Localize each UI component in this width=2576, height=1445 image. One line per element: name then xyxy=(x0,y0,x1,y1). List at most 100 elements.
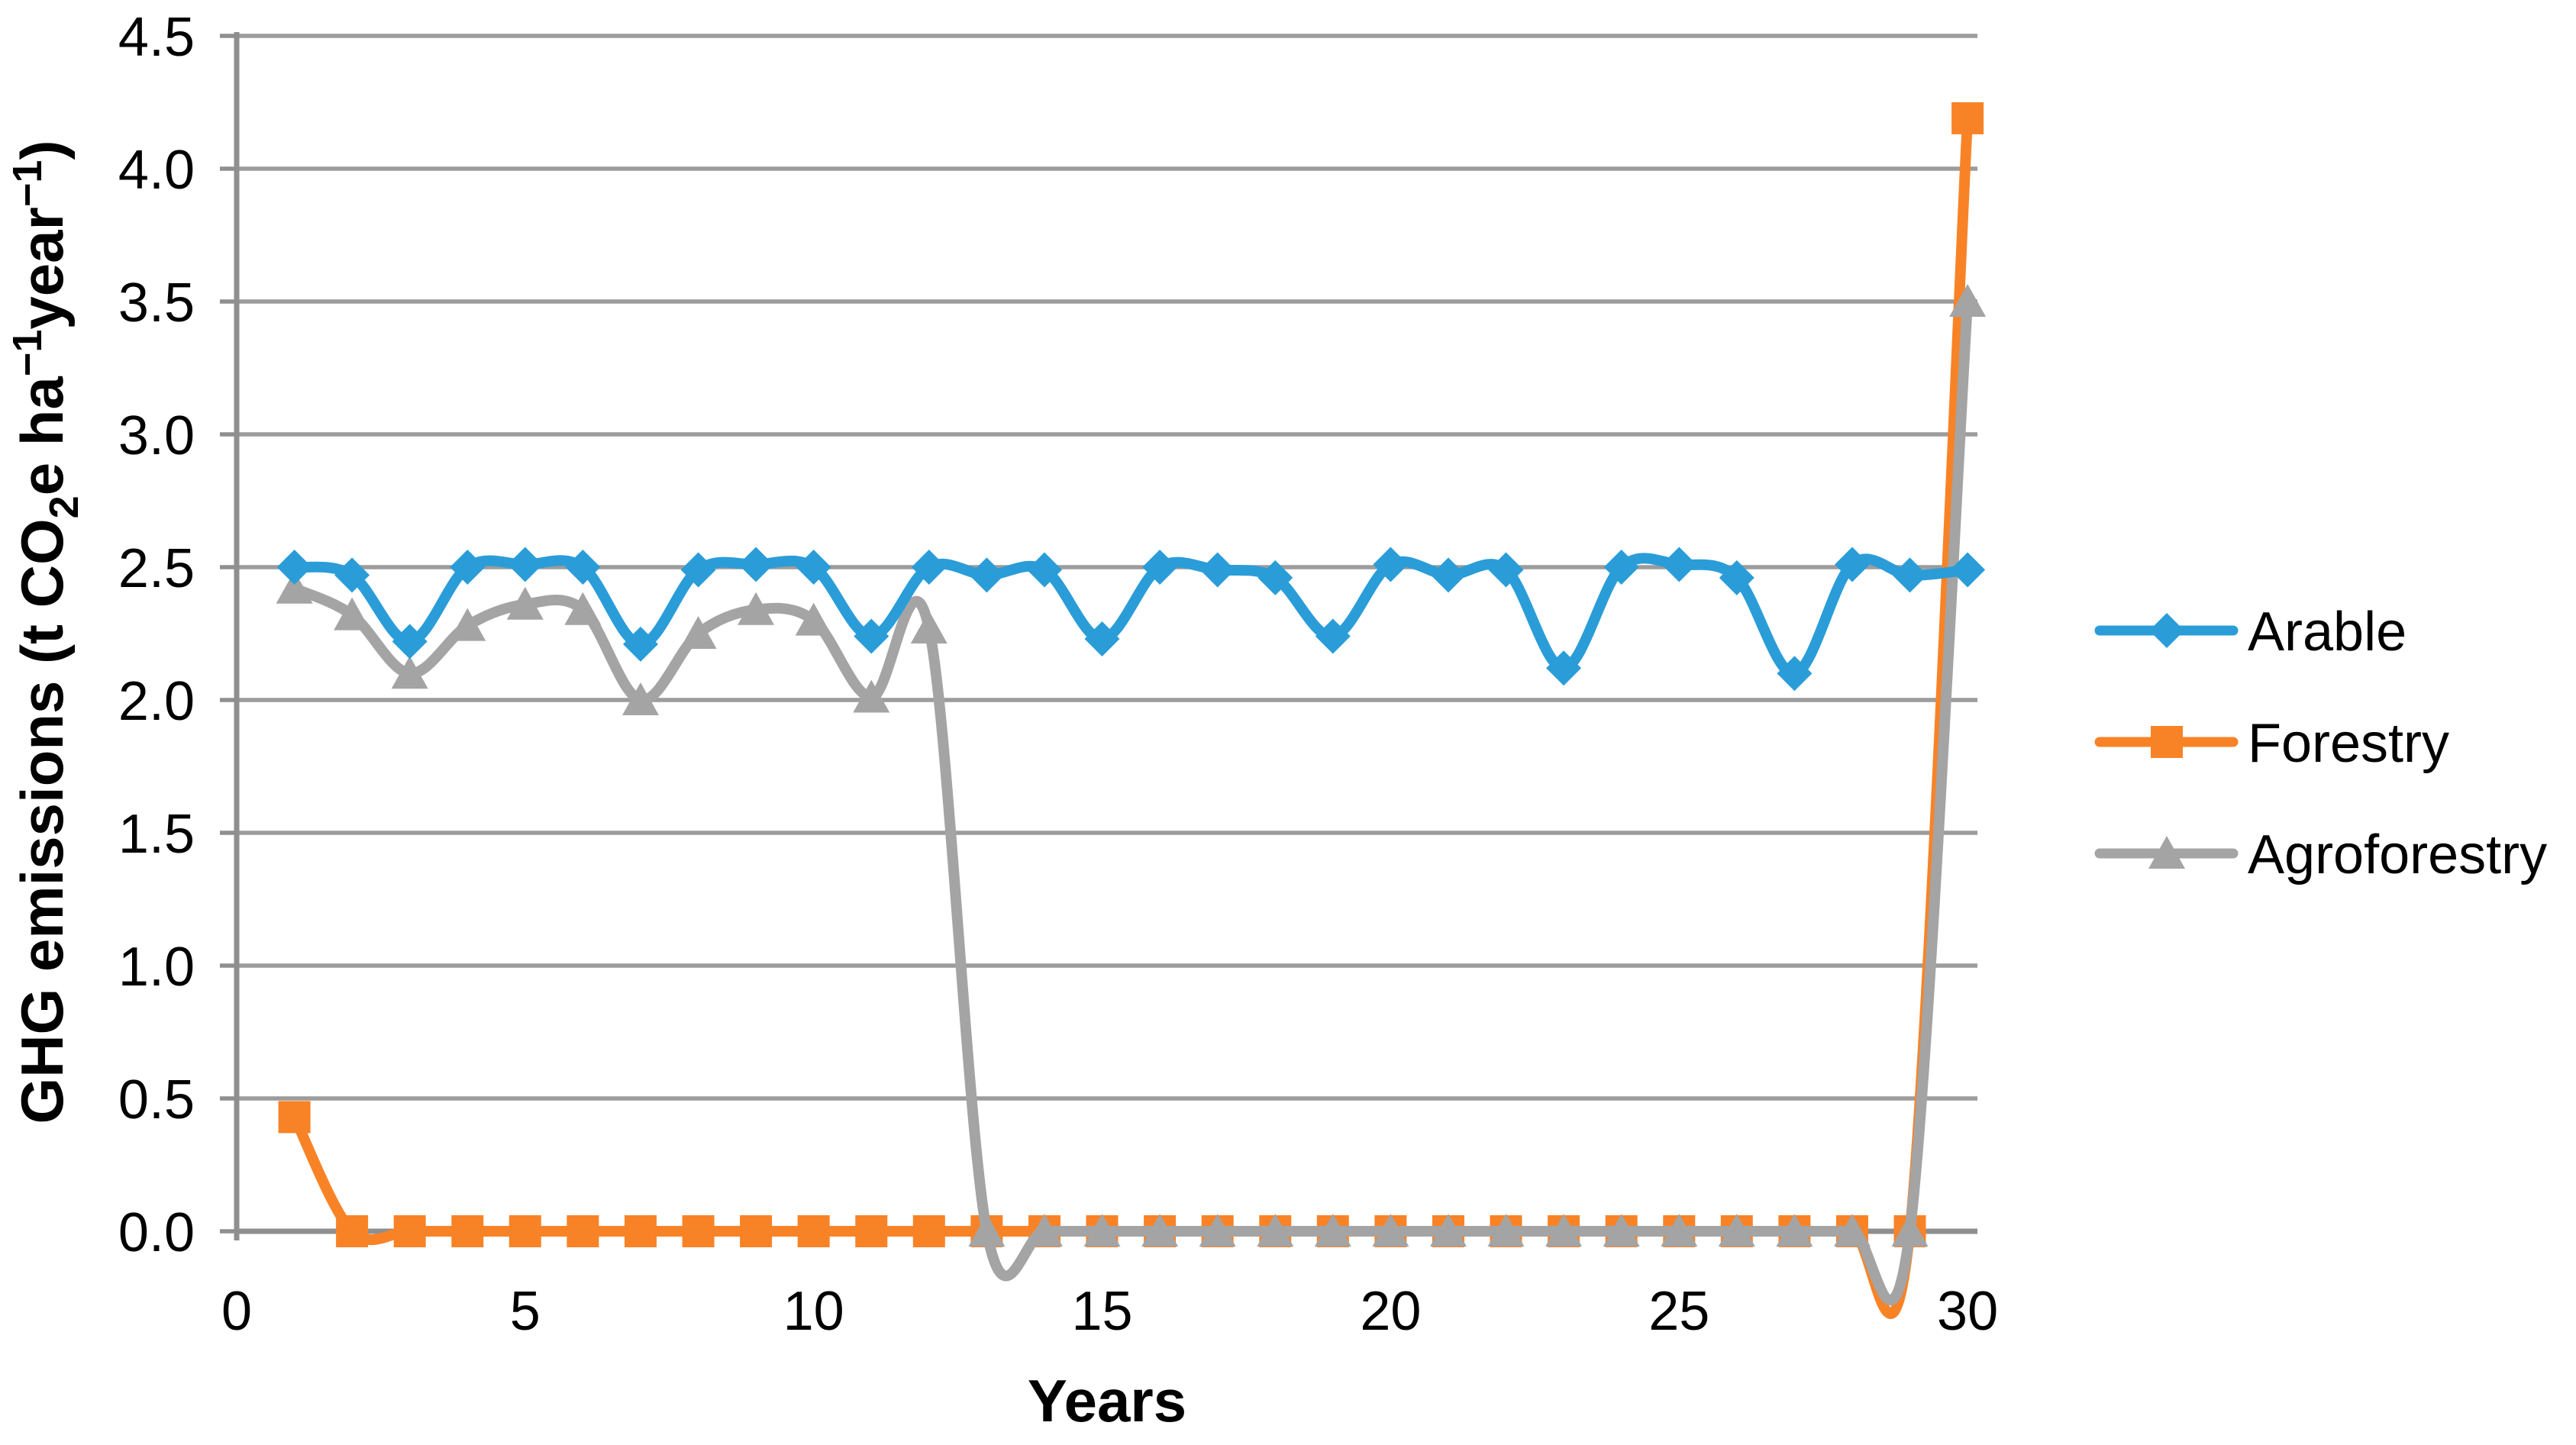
y-tick-label: 0.0 xyxy=(118,1202,195,1263)
legend-label-agroforestry: Agroforestry xyxy=(2248,824,2547,885)
series-line-forestry xyxy=(289,112,1974,1319)
legend: Arable Forestry Agroforestry xyxy=(2094,602,2547,885)
marker-arable xyxy=(1488,552,1524,588)
marker-arable xyxy=(911,550,947,585)
marker-arable xyxy=(1835,547,1870,582)
marker-agroforestry xyxy=(1949,284,1987,317)
y-tick-label: 4.5 xyxy=(118,7,195,68)
y-tick-label: 1.5 xyxy=(118,804,195,865)
marker-agroforestry xyxy=(506,586,544,620)
marker-arable xyxy=(969,557,1005,593)
marker-arable xyxy=(680,552,716,588)
marker-forestry xyxy=(508,1215,541,1247)
marker-arable xyxy=(1950,552,1986,588)
series-lines xyxy=(276,102,1987,1319)
marker-arable xyxy=(334,557,370,593)
marker-arable xyxy=(1719,560,1754,595)
y-axis-title-part: e ha xyxy=(8,376,76,496)
marker-agroforestry xyxy=(795,602,832,636)
marker-arable xyxy=(1603,550,1639,585)
marker-agroforestry xyxy=(449,608,486,641)
x-axis-title: Years xyxy=(1028,1367,1186,1434)
marker-agroforestry xyxy=(968,1214,1006,1247)
marker-agroforestry xyxy=(1545,1214,1583,1247)
series-forestry xyxy=(278,102,1984,1319)
marker-arable xyxy=(1546,650,1582,686)
y-tick-label: 3.5 xyxy=(118,273,195,334)
marker-agroforestry xyxy=(1026,1214,1063,1247)
marker-forestry xyxy=(682,1215,715,1247)
marker-arable xyxy=(854,618,889,654)
x-tick-labels: 0 5 10 15 20 25 30 xyxy=(221,1281,1998,1342)
series-arable xyxy=(276,547,1986,692)
marker-arable xyxy=(450,550,486,585)
marker-agroforestry xyxy=(1083,1214,1121,1247)
y-axis-title-part: ) xyxy=(8,140,76,160)
y-tick-label: 2.0 xyxy=(118,671,195,732)
x-tick-label: 30 xyxy=(1937,1281,1998,1342)
marker-agroforestry xyxy=(622,682,659,715)
marker-forestry xyxy=(797,1215,830,1247)
marker-arable xyxy=(1892,557,1928,593)
marker-agroforestry xyxy=(564,592,602,625)
marker-arable xyxy=(1431,557,1466,593)
marker-agroforestry xyxy=(1372,1214,1409,1247)
marker-forestry xyxy=(567,1215,599,1247)
marker-agroforestry xyxy=(1430,1214,1467,1247)
marker-arable xyxy=(623,626,658,662)
y-tick-label: 0.5 xyxy=(118,1069,195,1131)
marker-agroforestry xyxy=(1199,1214,1236,1247)
marker-arable xyxy=(1315,618,1351,654)
marker-arable xyxy=(738,547,774,582)
marker-arable xyxy=(507,547,543,582)
legend-item-agroforestry: Agroforestry xyxy=(2094,824,2547,885)
legend-item-forestry: Forestry xyxy=(2094,713,2449,774)
marker-forestry xyxy=(336,1215,369,1247)
marker-agroforestry xyxy=(1776,1214,1813,1247)
marker-forestry xyxy=(740,1215,773,1247)
series-line-agroforestry xyxy=(289,296,1974,1306)
y-axis-title-part: 2 xyxy=(41,495,87,518)
marker-forestry xyxy=(855,1215,888,1247)
marker-arable xyxy=(392,624,428,660)
legend-item-arable: Arable xyxy=(2094,602,2407,663)
marker-arable xyxy=(1027,552,1062,588)
marker-arable xyxy=(1257,560,1293,595)
y-axis-title-part: GHG emissions (t CO xyxy=(8,518,76,1124)
marker-arable xyxy=(565,550,601,585)
series-agroforestry xyxy=(276,284,1987,1306)
marker-agroforestry xyxy=(276,570,313,604)
marker-agroforestry xyxy=(1891,1214,1929,1247)
legend-marker-forestry-icon xyxy=(2151,726,2183,758)
y-tick-labels: 0.0 0.5 1.0 1.5 2.0 2.5 3.0 3.5 4.0 4.5 xyxy=(118,7,195,1263)
marker-agroforestry xyxy=(1141,1214,1179,1247)
x-tick-label: 15 xyxy=(1071,1281,1132,1342)
marker-arable xyxy=(1199,552,1235,588)
marker-agroforestry xyxy=(334,597,371,631)
marker-arable xyxy=(1777,656,1813,692)
marker-arable xyxy=(1373,547,1409,582)
marker-agroforestry xyxy=(680,616,717,649)
marker-arable xyxy=(796,550,831,585)
marker-agroforestry xyxy=(391,656,428,689)
y-axis-title: GHG emissions (t CO2e ha−1year−1) xyxy=(5,140,87,1124)
x-tick-label: 20 xyxy=(1360,1281,1421,1342)
x-tick-label: 0 xyxy=(221,1281,252,1342)
marker-agroforestry xyxy=(1257,1214,1294,1247)
y-tick-label: 3.0 xyxy=(118,405,195,466)
marker-forestry xyxy=(625,1215,657,1247)
x-tick-label: 10 xyxy=(783,1281,844,1342)
legend-label-arable: Arable xyxy=(2248,602,2407,663)
marker-agroforestry xyxy=(1834,1214,1871,1247)
marker-arable xyxy=(1142,550,1178,585)
marker-agroforestry xyxy=(1718,1214,1755,1247)
y-axis-title-part: year xyxy=(8,207,76,330)
marker-agroforestry xyxy=(853,679,890,713)
y-axis-title-part: −1 xyxy=(5,160,50,208)
marker-agroforestry xyxy=(1314,1214,1351,1247)
y-tick-label: 2.5 xyxy=(118,538,195,599)
y-tick-label: 1.0 xyxy=(118,937,195,998)
marker-forestry xyxy=(278,1101,311,1134)
marker-agroforestry xyxy=(1603,1214,1640,1247)
